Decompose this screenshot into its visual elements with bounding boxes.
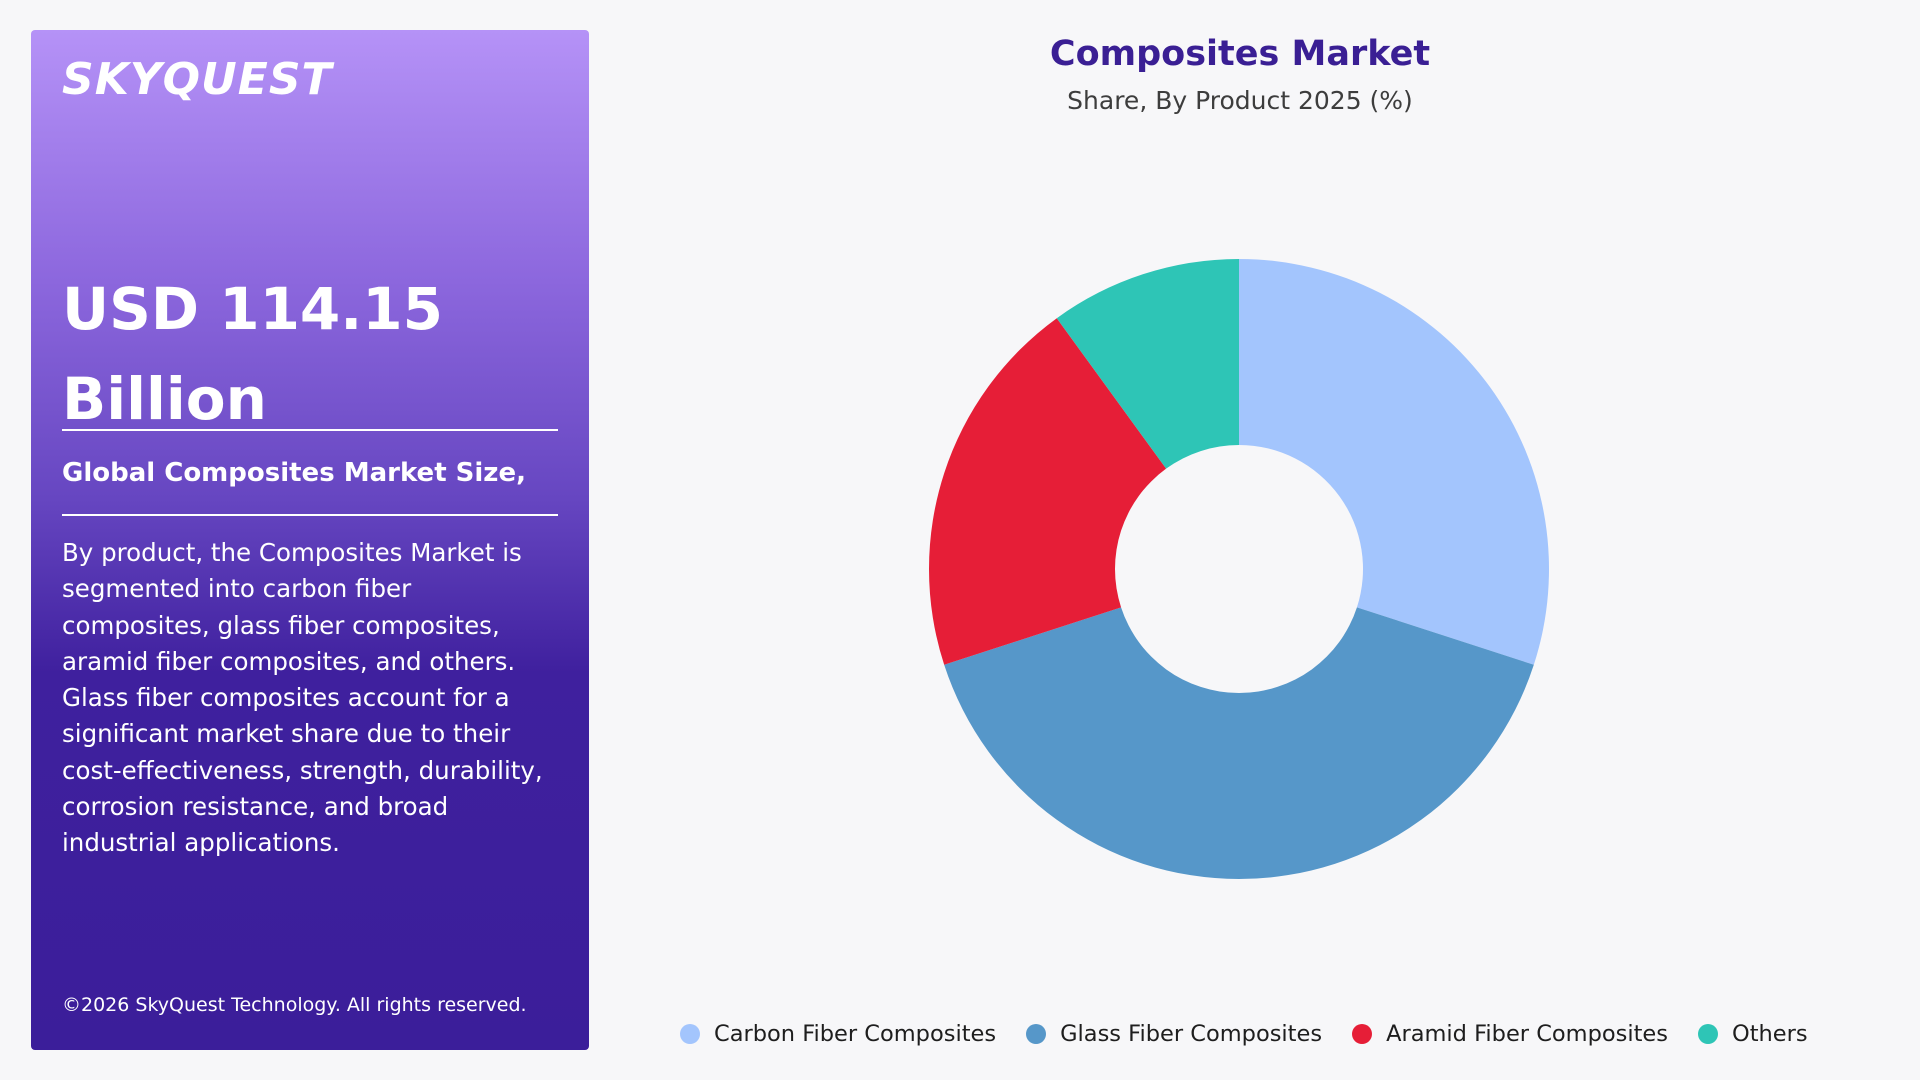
legend-item-carbon-fiber-composites: Carbon Fiber Composites [680,1021,996,1047]
legend-label: Carbon Fiber Composites [714,1021,997,1047]
legend-marker-icon [680,1024,700,1044]
slice-carbon-fiber-composites [1239,259,1549,665]
legend-marker-icon [1026,1024,1047,1044]
legend-marker-icon [1352,1024,1373,1044]
segment-description: By product, the Composites Market is seg… [62,538,543,858]
slice-others [1056,259,1239,469]
divider-bottom [62,514,558,516]
legend-item-aramid-fiber-composites: Aramid Fiber Composites [1352,1021,1668,1047]
market-size-label: Global Composites Market Size, [62,458,526,488]
legend-marker-icon [1698,1024,1718,1044]
brand-logo: SKYQUEST [62,54,333,105]
legend-item-others: Others [1698,1021,1808,1047]
slice-aramid-fiber-composites [929,318,1167,665]
chart-legend: Carbon Fiber Composites Glass Fiber Compo… [680,1018,1838,1050]
legend-item-glass-fiber-composites: Glass Fiber Composites [1026,1021,1322,1047]
divider-top [62,429,558,431]
copyright-notice: ©2026 SkyQuest Technology. All rights re… [62,994,527,1016]
legend-label: Others [1732,1021,1808,1047]
summary-panel: SKYQUEST USD 114.15 Billion Global Compo… [31,30,589,1050]
legend-label: Aramid Fiber Composites [1386,1021,1668,1047]
legend-label: Glass Fiber Composites [1060,1021,1323,1047]
chart-subtitle: Share, By Product 2025 (%) [1067,86,1413,115]
slice-glass-fiber-composites [944,607,1534,879]
chart-title: Composites Market [1049,34,1431,74]
market-size-value: USD 114.15 Billion [62,275,444,433]
